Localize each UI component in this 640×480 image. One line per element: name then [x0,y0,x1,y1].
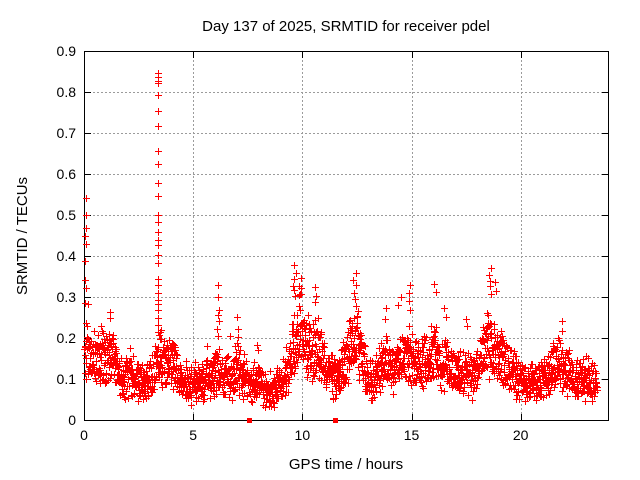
x-tick-label: 15 [404,427,420,443]
chart-title: Day 137 of 2025, SRMTID for receiver pde… [202,18,490,35]
x-tick-label: 0 [80,427,88,443]
x-tick-label: 20 [513,427,529,443]
y-tick-label: 0.9 [57,43,77,59]
y-tick-label: 0.5 [57,207,77,223]
y-tick-label: 0.6 [57,166,77,182]
axis-ticks [84,51,608,421]
x-axis-label: GPS time / hours [289,456,403,473]
y-tick-label: 0.4 [57,248,77,264]
y-tick-label: 0.1 [57,371,77,387]
x-tick-label: 10 [295,427,311,443]
tick-labels: 0 5 10 15 20 0 0.1 0.2 0.3 0.4 0.5 0.6 0.7 0.8 0.9 [57,43,529,443]
zero-value-markers [247,418,338,423]
zero-square-marker [333,418,338,423]
zero-square-marker [247,418,252,423]
y-tick-label: 0.7 [57,125,77,141]
y-axis-label: SRMTID / TECUs [14,177,31,295]
data-points [81,70,601,411]
y-tick-label: 0 [68,412,76,428]
y-tick-label: 0.3 [57,289,77,305]
y-tick-label: 0.2 [57,330,77,346]
grid-lines [85,52,607,419]
x-tick-label: 5 [189,427,197,443]
y-tick-label: 0.8 [57,84,77,100]
